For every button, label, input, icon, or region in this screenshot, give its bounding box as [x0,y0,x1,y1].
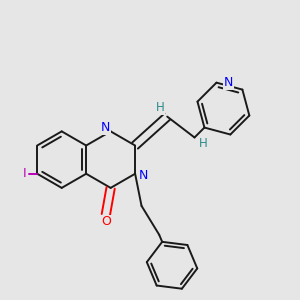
Text: I: I [22,167,26,180]
Text: N: N [139,169,148,182]
Text: H: H [156,101,164,114]
Text: N: N [224,76,233,89]
Text: O: O [101,215,111,228]
Text: N: N [101,121,110,134]
Text: H: H [199,137,208,150]
